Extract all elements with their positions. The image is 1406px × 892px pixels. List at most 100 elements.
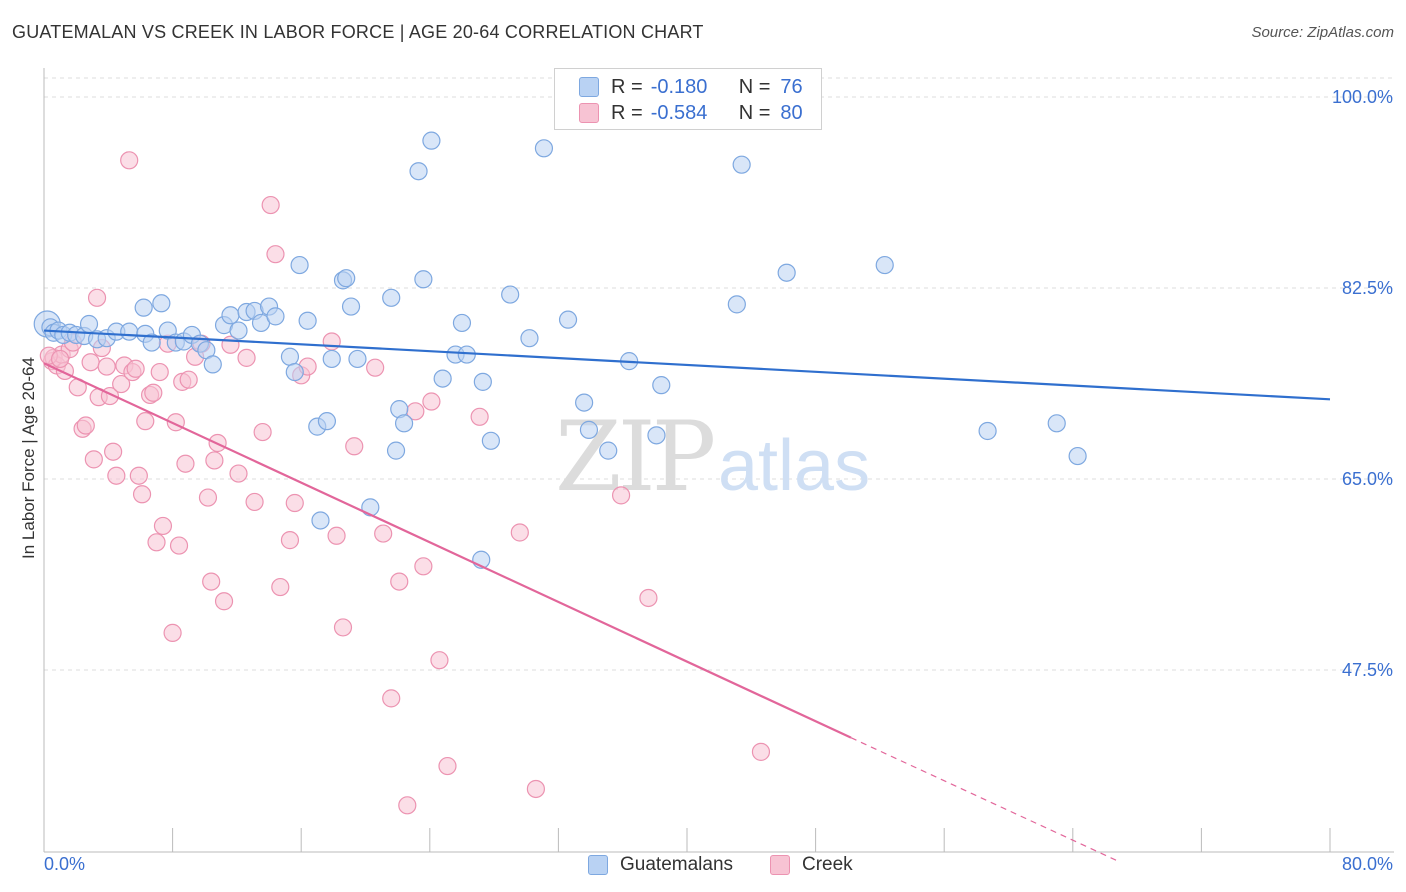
guatemalan-point <box>452 313 472 333</box>
creek-point <box>398 796 417 815</box>
guatemalan-point <box>652 376 671 395</box>
y-tick-label: 65.0% <box>1342 469 1393 489</box>
creek-point <box>229 464 248 483</box>
guatemalan-point <box>285 362 304 382</box>
creek-point <box>374 524 393 543</box>
guatemalan-point <box>322 349 341 369</box>
creek-point <box>144 383 163 402</box>
guatemalan-point <box>414 270 433 289</box>
guatemalan-point <box>647 426 666 445</box>
creek-point <box>526 779 545 799</box>
guatemalan-trend-line <box>43 329 1331 401</box>
guatemalan-point <box>978 421 997 441</box>
creek-point <box>202 572 221 591</box>
guatemalan-point <box>134 298 153 317</box>
creek-point <box>176 454 195 473</box>
x-tick-label: 0.0% <box>44 854 85 874</box>
creek-point <box>50 349 70 369</box>
y-tick-label: 47.5% <box>1342 660 1393 680</box>
creek-point <box>280 531 300 550</box>
legend-r-label: R = <box>611 101 643 124</box>
guatemalan-point <box>394 414 414 433</box>
creek-point <box>382 689 401 708</box>
creek-point <box>470 407 489 426</box>
creek-point <box>112 374 131 394</box>
creek-point <box>422 392 441 411</box>
guatemalan-point <box>501 285 520 304</box>
guatemalan-point <box>386 441 406 460</box>
guatemalan-point <box>875 255 894 275</box>
axes <box>43 68 1394 853</box>
creek-point <box>390 572 409 591</box>
creek-point <box>76 416 95 435</box>
guatemalan-point <box>290 255 309 275</box>
grid <box>44 77 1394 671</box>
creek-point <box>261 195 280 215</box>
creek-point <box>126 359 145 378</box>
creek-point <box>147 533 166 552</box>
legend-item-guatemalans: Guatemalans <box>588 852 733 878</box>
guatemalan-point <box>433 369 452 388</box>
legend-row-creek: R = -0.584 N = 80 <box>579 100 803 126</box>
creek-point <box>245 492 264 512</box>
creek-point <box>333 618 353 637</box>
guatemalan-point <box>382 288 401 307</box>
creek-point <box>414 557 433 576</box>
guatemalan-point <box>311 511 330 530</box>
legend-label-guatemalans: Guatemalans <box>620 854 734 875</box>
creek-point <box>751 742 771 761</box>
creek-point <box>285 493 304 513</box>
guatemalan-point <box>203 355 222 374</box>
guatemalan-point <box>221 306 240 325</box>
guatemalan-point <box>558 310 578 329</box>
guatemalan-point <box>348 349 367 369</box>
legend-r-label: R = <box>611 75 643 98</box>
legend-n-value: 76 <box>780 75 803 98</box>
creek-point <box>169 536 189 555</box>
y-tick-label: 100.0% <box>1332 87 1393 107</box>
guatemalan-point <box>481 431 500 450</box>
creek-point <box>266 245 285 264</box>
guatemalan-point <box>473 372 492 391</box>
watermark-zip: ZIP <box>555 401 714 513</box>
creek-trend-extension <box>850 737 1119 862</box>
creek-point <box>237 348 256 367</box>
creek-point <box>327 526 346 545</box>
guatemalan-point <box>152 294 171 313</box>
legend-n-value: 80 <box>780 101 803 124</box>
guatemalan-point <box>579 420 599 439</box>
creek-point <box>253 422 272 442</box>
creek-point <box>150 362 169 382</box>
creek-point <box>153 516 173 536</box>
guatemalan-point <box>777 263 796 282</box>
guatemalan-point <box>341 297 361 316</box>
guatemalan-point <box>1047 414 1066 433</box>
watermark-atlas: atlas <box>718 426 870 506</box>
source-label: Source: ZipAtlas.com <box>1251 24 1394 41</box>
creek-point <box>104 442 123 461</box>
guatemalan-point <box>120 322 139 341</box>
tick-labels: 47.5% 65.0% 82.5% 100.0% 0.0% 80.0% <box>44 87 1393 874</box>
creek-point <box>639 588 658 608</box>
creek-point <box>84 450 103 469</box>
guatemalan-point <box>520 329 539 348</box>
legend-swatch-blue <box>579 77 599 97</box>
watermark: ZIP atlas <box>555 401 870 513</box>
creek-point <box>136 412 155 431</box>
creek-point <box>198 488 218 507</box>
guatemalan-point <box>142 333 161 352</box>
guatemalan-point <box>727 295 746 314</box>
guatemalan-point <box>599 441 618 460</box>
legend-swatch-pink <box>770 855 790 875</box>
guatemalan-point <box>575 393 594 412</box>
guatemalan-point <box>409 162 428 181</box>
legend-n-label: N = <box>738 75 771 98</box>
guatemalan-point <box>732 155 751 174</box>
creek-point <box>611 486 631 505</box>
y-tick-label: 82.5% <box>1342 278 1393 298</box>
legend-r-value: -0.180 <box>650 75 708 98</box>
creek-point <box>97 357 116 376</box>
creek-point <box>179 370 198 389</box>
guatemalan-point <box>534 139 554 158</box>
guatemalan-point <box>317 412 337 431</box>
